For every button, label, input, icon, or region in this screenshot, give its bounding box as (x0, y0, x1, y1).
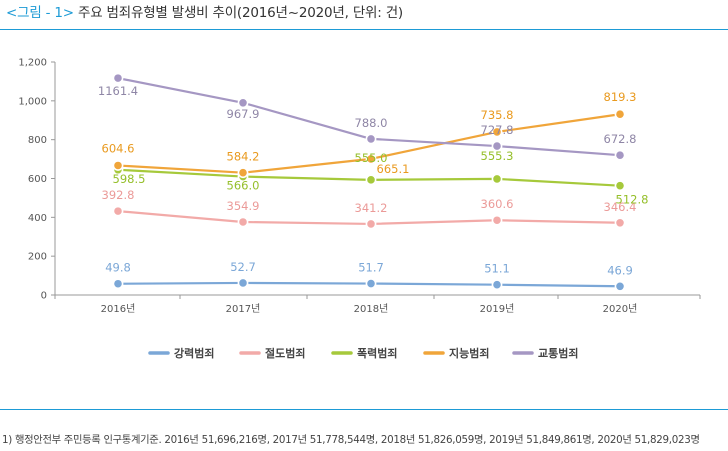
figure-label: <그림 - 1> (6, 5, 74, 21)
y-tick-label: 1,200 (18, 58, 47, 69)
data-label: 727.8 (481, 123, 514, 137)
legend-label: 지능범죄 (449, 346, 489, 360)
data-point (491, 173, 503, 185)
data-label: 354.9 (227, 199, 260, 213)
x-tick-label: 2019년 (480, 303, 515, 315)
data-label: 788.0 (355, 116, 388, 130)
data-label: 52.7 (230, 260, 256, 274)
figure-title-text: 주요 범죄유형별 발생비 추이(2016년~2020년, 단위: 건) (78, 5, 403, 21)
data-label: 555.0 (355, 151, 388, 165)
legend-label: 교통범죄 (538, 346, 578, 360)
data-label: 512.8 (616, 193, 649, 207)
data-label: 46.9 (607, 263, 633, 277)
footnote: 1) 행정안전부 주민등록 인구통계기준. 2016년 51,696,216명,… (2, 434, 700, 446)
data-point (491, 140, 503, 152)
x-tick-label: 2017년 (226, 303, 261, 315)
chart-series (112, 72, 626, 292)
data-point (365, 278, 377, 289)
data-label: 1161.4 (98, 84, 138, 98)
footnote-divider (0, 409, 728, 410)
data-point (614, 108, 626, 120)
data-point (237, 277, 249, 289)
data-label: 392.8 (102, 188, 135, 202)
data-label: 665.1 (377, 162, 410, 176)
data-point (614, 217, 626, 229)
chart-axes: 0 200 400 600 800 1,000 1,200 2016년 2017년 2018년 20… (18, 58, 701, 315)
x-tick-label: 2020년 (603, 303, 638, 315)
x-tick-label: 2016년 (101, 303, 136, 315)
data-point (614, 180, 626, 192)
data-label: 51.7 (358, 261, 384, 275)
data-point (491, 279, 503, 291)
data-label: 819.3 (604, 90, 637, 104)
data-point (237, 216, 249, 228)
data-point (365, 174, 377, 186)
figure-title: <그림 - 1> 주요 범죄유형별 발생비 추이(2016년~2020년, 단위… (6, 1, 403, 21)
line-chart: 0 200 400 600 800 1,000 1,200 2016년 2017년 2018년 20… (18, 58, 701, 360)
data-point (365, 153, 377, 165)
data-point (112, 205, 124, 217)
y-tick-label: 600 (28, 174, 47, 185)
data-label: 341.2 (355, 201, 388, 215)
data-label: 967.9 (227, 107, 260, 121)
data-label: 346.4 (604, 200, 637, 214)
data-point (614, 280, 626, 292)
legend-label: 강력범죄 (174, 346, 214, 360)
data-point (365, 218, 377, 230)
data-point (491, 126, 503, 138)
top-divider (0, 29, 728, 30)
data-label: 566.0 (227, 179, 260, 193)
data-point (112, 160, 124, 171)
data-label: 598.5 (113, 172, 146, 186)
data-label: 51.1 (484, 262, 510, 276)
y-tick-label: 800 (28, 135, 47, 146)
data-point (237, 97, 249, 109)
y-tick-label: 1,000 (18, 96, 47, 107)
data-label: 49.8 (105, 261, 131, 275)
data-label: 555.3 (481, 149, 514, 163)
data-label: 584.2 (227, 150, 260, 164)
legend-label: 절도범죄 (265, 346, 305, 360)
chart-data-labels: 49.8 52.7 51.7 51.1 46.9 392.8 354.9 341.2 360.6… (98, 84, 649, 277)
data-point (112, 72, 124, 84)
legend-label: 폭력범죄 (357, 346, 397, 360)
y-tick-label: 400 (28, 213, 47, 224)
y-tick-label: 0 (41, 291, 47, 302)
x-tick-label: 2018년 (354, 303, 389, 315)
data-label: 735.8 (481, 108, 514, 122)
data-label: 672.8 (604, 132, 637, 146)
data-point (365, 133, 377, 145)
data-point (614, 149, 626, 161)
data-point (237, 167, 249, 179)
data-point (491, 214, 503, 226)
data-label: 360.6 (481, 197, 514, 211)
y-tick-label: 200 (28, 252, 47, 263)
data-label: 604.6 (102, 141, 135, 155)
data-point (112, 278, 124, 290)
chart-legend: 강력범죄 절도범죄 폭력범죄 지능범죄 교통범죄 (148, 346, 578, 360)
